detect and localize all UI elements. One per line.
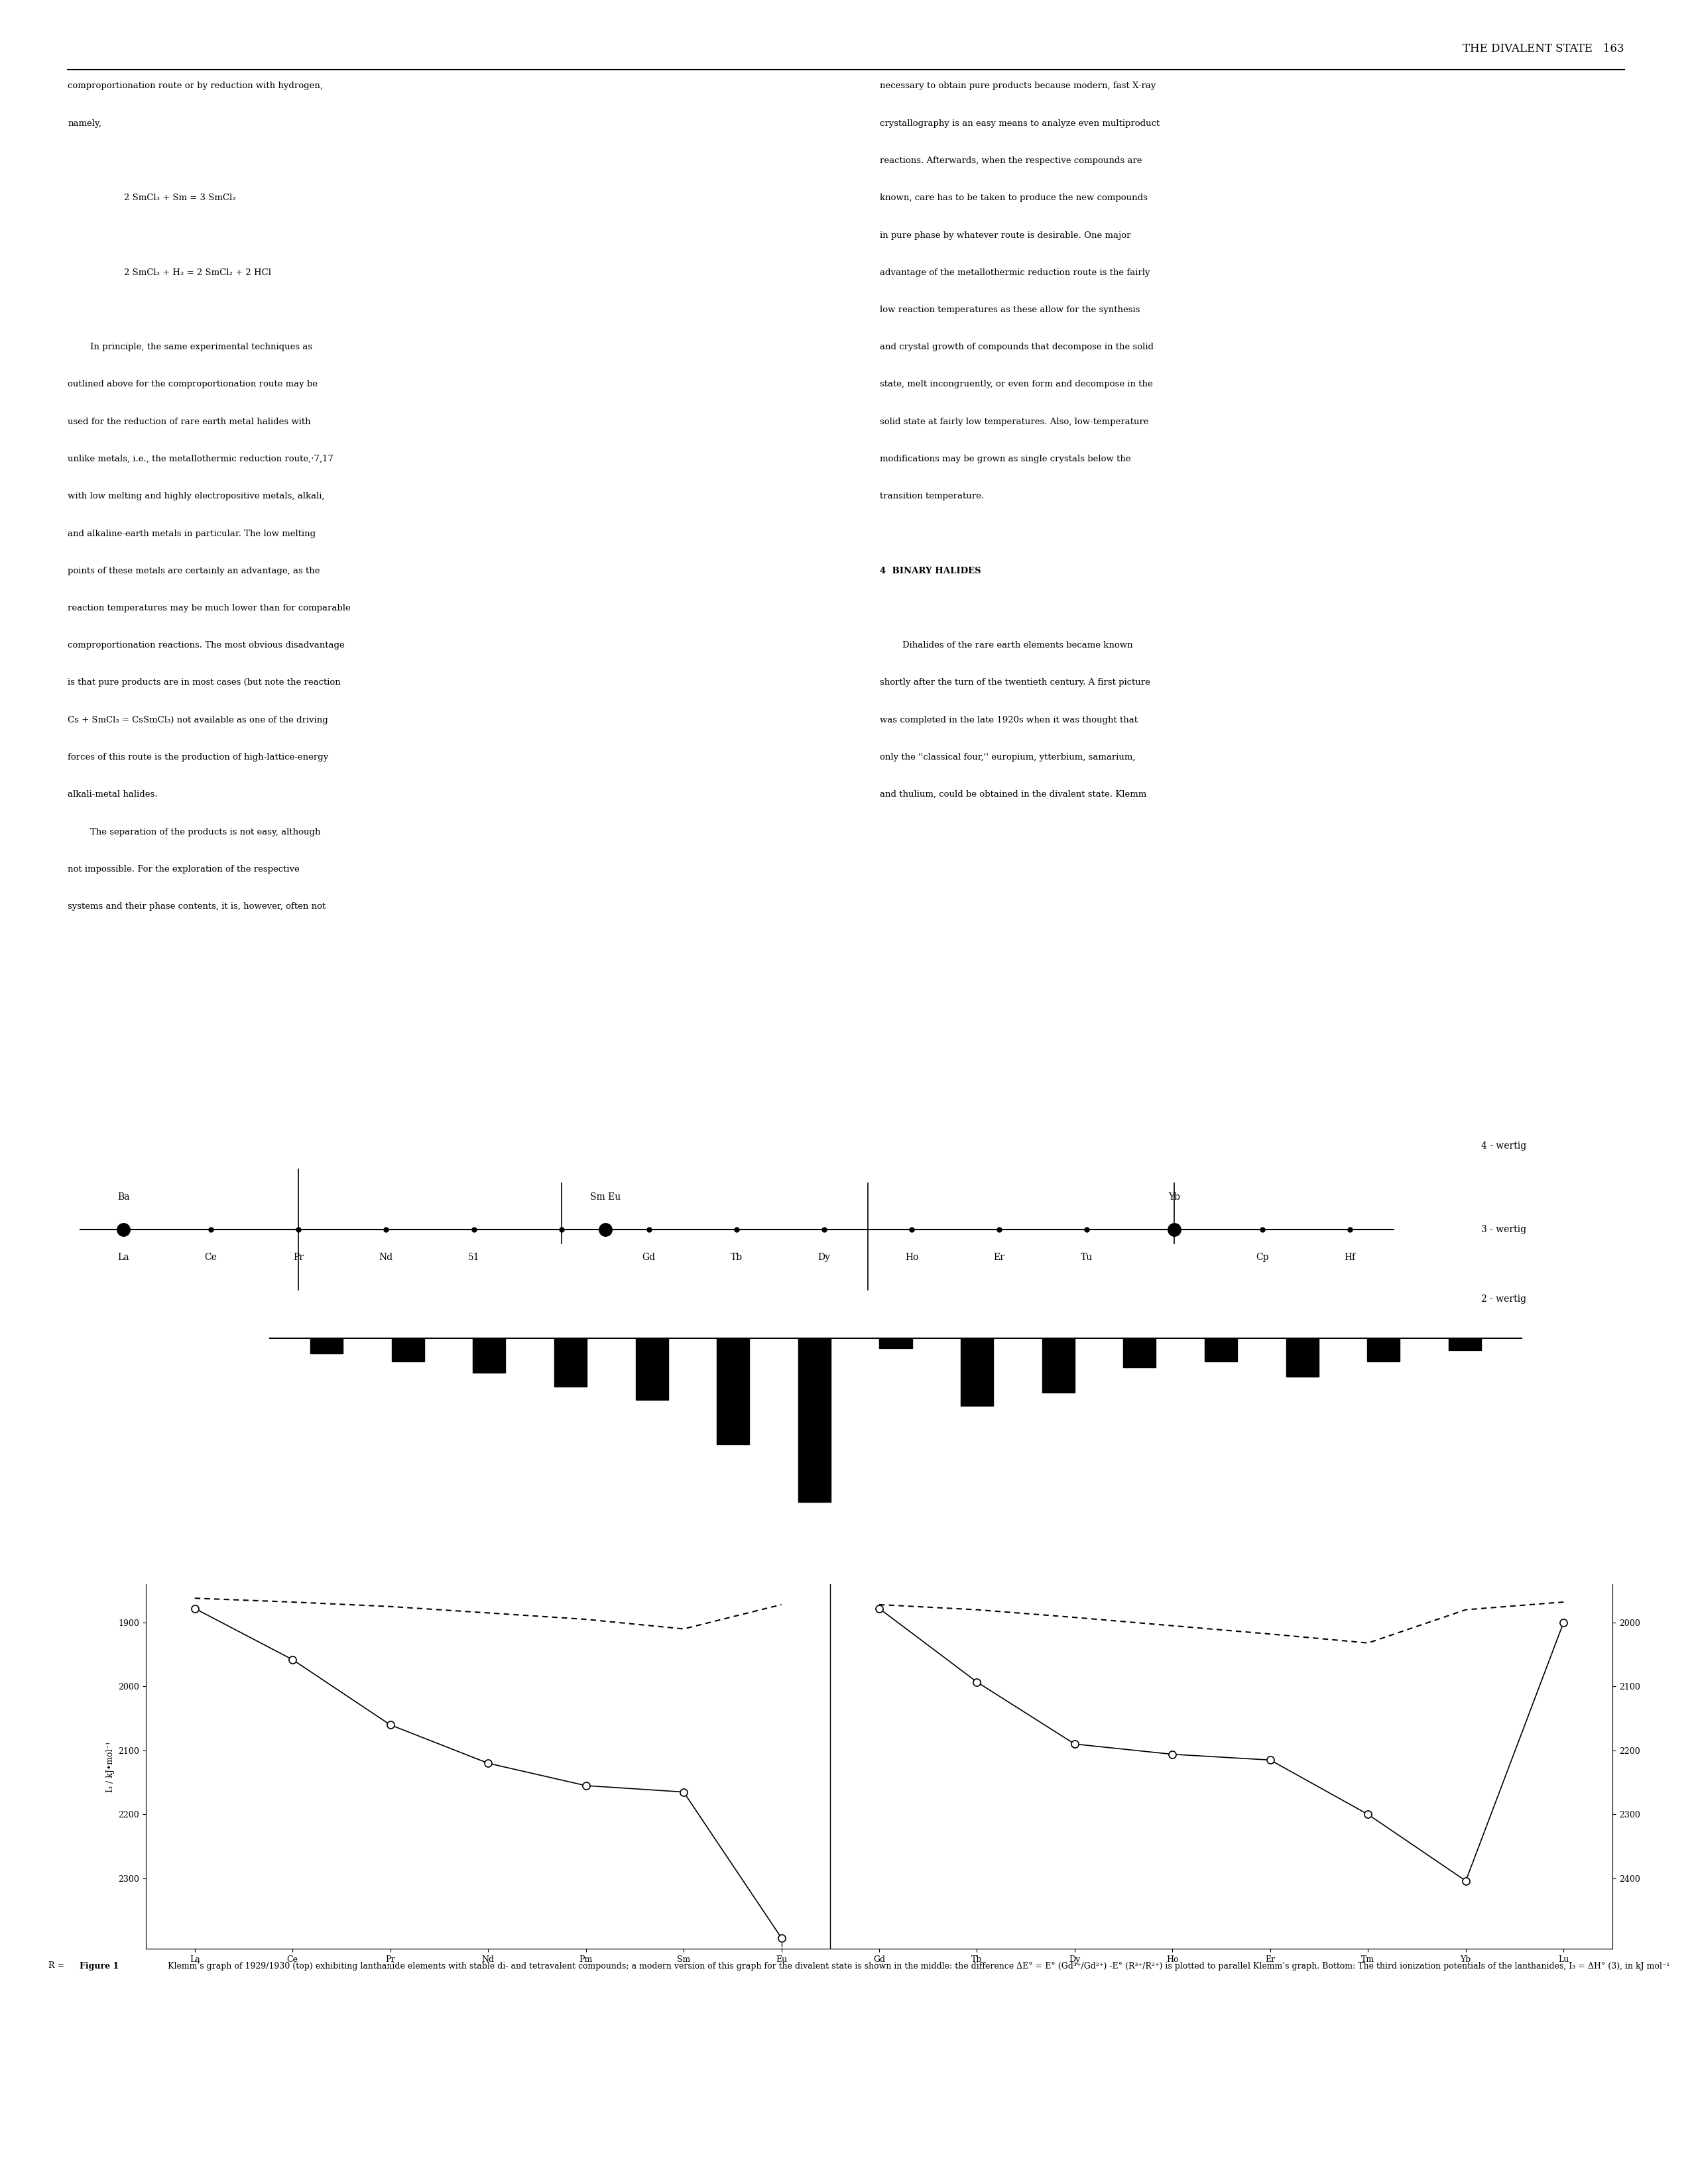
Text: Dy: Dy [817,1254,831,1262]
Text: points of these metals are certainly an advantage, as the: points of these metals are certainly an … [68,566,320,574]
Text: The separation of the products is not easy, although: The separation of the products is not ea… [68,828,320,836]
Bar [555,1339,587,1387]
Bar [880,1339,912,1348]
Text: reactions. Afterwards, when the respective compounds are: reactions. Afterwards, when the respecti… [880,157,1142,166]
Text: Dihalides of the rare earth elements became known: Dihalides of the rare earth elements bec… [880,642,1134,649]
Text: in pure phase by whatever route is desirable. One major: in pure phase by whatever route is desir… [880,232,1130,240]
Bar [474,1339,506,1374]
Bar [310,1339,343,1354]
Bar [636,1339,668,1400]
Text: Tb: Tb [731,1254,743,1262]
Text: Ho: Ho [905,1254,919,1262]
Text: Sm Eu: Sm Eu [591,1192,621,1201]
Text: outlined above for the comproportionation route may be: outlined above for the comproportionatio… [68,380,318,389]
Text: low reaction temperatures as these allow for the synthesis: low reaction temperatures as these allow… [880,306,1140,314]
Text: advantage of the metallothermic reduction route is the fairly: advantage of the metallothermic reductio… [880,269,1151,277]
Text: In principle, the same experimental techniques as: In principle, the same experimental tech… [68,343,313,352]
Bar [799,1339,831,1503]
Text: Hf: Hf [1343,1254,1355,1262]
Text: 3 - wertig: 3 - wertig [1480,1225,1526,1234]
Text: unlike metals, i.e., the metallothermic reduction route,·7,17: unlike metals, i.e., the metallothermic … [68,454,333,463]
Text: Ce: Ce [205,1254,217,1262]
Text: Figure 1: Figure 1 [80,1961,118,1970]
Text: Pr: Pr [293,1254,305,1262]
Text: Er: Er [993,1254,1005,1262]
Text: 2 SmCl₃ + H₂ = 2 SmCl₂ + 2 HCl: 2 SmCl₃ + H₂ = 2 SmCl₂ + 2 HCl [68,269,271,277]
Text: 4 - wertig: 4 - wertig [1480,1142,1526,1151]
Text: Cs + SmCl₃ = CsSmCl₃) not available as one of the driving: Cs + SmCl₃ = CsSmCl₃) not available as o… [68,716,328,725]
Text: namely,: namely, [68,120,102,127]
Text: 2 SmCl₃ + Sm = 3 SmCl₂: 2 SmCl₃ + Sm = 3 SmCl₂ [68,194,235,203]
Text: Nd: Nd [379,1254,393,1262]
Bar [1286,1339,1318,1376]
Text: and alkaline-earth metals in particular. The low melting: and alkaline-earth metals in particular.… [68,529,316,537]
Text: Yb: Yb [1169,1192,1181,1201]
Text: was completed in the late 1920s when it was thought that: was completed in the late 1920s when it … [880,716,1137,725]
Y-axis label: I₃ / kJ•mol⁻¹: I₃ / kJ•mol⁻¹ [107,1741,115,1793]
Text: comproportionation route or by reduction with hydrogen,: comproportionation route or by reduction… [68,81,323,90]
Text: alkali-metal halides.: alkali-metal halides. [68,791,157,799]
Text: systems and their phase contents, it is, however, often not: systems and their phase contents, it is,… [68,902,327,911]
Text: crystallography is an easy means to analyze even multiproduct: crystallography is an easy means to anal… [880,120,1159,127]
Bar [1367,1339,1399,1361]
Bar [391,1339,425,1361]
Bar [1205,1339,1237,1361]
Text: and thulium, could be obtained in the divalent state. Klemm: and thulium, could be obtained in the di… [880,791,1147,799]
Text: known, care has to be taken to produce the new compounds: known, care has to be taken to produce t… [880,194,1147,203]
Text: and crystal growth of compounds that decompose in the solid: and crystal growth of compounds that dec… [880,343,1154,352]
Text: transition temperature.: transition temperature. [880,491,985,500]
Text: is that pure products are in most cases (but note the reaction: is that pure products are in most cases … [68,679,340,688]
Text: not impossible. For the exploration of the respective: not impossible. For the exploration of t… [68,865,299,874]
Bar [1042,1339,1074,1391]
Text: used for the reduction of rare earth metal halides with: used for the reduction of rare earth met… [68,417,311,426]
Text: shortly after the turn of the twentieth century. A first picture: shortly after the turn of the twentieth … [880,679,1151,688]
Text: necessary to obtain pure products because modern, fast X-ray: necessary to obtain pure products becaus… [880,81,1156,90]
Text: only the ''classical four,'' europium, ytterbium, samarium,: only the ''classical four,'' europium, y… [880,753,1135,762]
Bar [1123,1339,1156,1367]
Text: 4  BINARY HALIDES: 4 BINARY HALIDES [880,566,981,574]
Text: modifications may be grown as single crystals below the: modifications may be grown as single cry… [880,454,1130,463]
Bar [961,1339,993,1406]
Bar [1448,1339,1480,1350]
Text: Klemm’s graph of 1929/1930 (top) exhibiting lanthanide elements with stable di- : Klemm’s graph of 1929/1930 (top) exhibit… [162,1961,1670,1970]
Text: state, melt incongruently, or even form and decompose in the: state, melt incongruently, or even form … [880,380,1152,389]
Text: forces of this route is the production of high-lattice-energy: forces of this route is the production o… [68,753,328,762]
Text: Tu: Tu [1081,1254,1093,1262]
Bar [717,1339,750,1444]
Text: comproportionation reactions. The most obvious disadvantage: comproportionation reactions. The most o… [68,642,345,649]
Text: Gd: Gd [643,1254,655,1262]
Text: 51: 51 [469,1254,479,1262]
Text: R =: R = [47,1961,64,1970]
Text: solid state at fairly low temperatures. Also, low-temperature: solid state at fairly low temperatures. … [880,417,1149,426]
Text: 2 - wertig: 2 - wertig [1480,1295,1526,1304]
Text: Ba: Ba [117,1192,130,1201]
Text: with low melting and highly electropositive metals, alkali,: with low melting and highly electroposit… [68,491,325,500]
Text: La: La [117,1254,129,1262]
Text: Cp: Cp [1255,1254,1269,1262]
Text: reaction temperatures may be much lower than for comparable: reaction temperatures may be much lower … [68,603,350,612]
Text: THE DIVALENT STATE   163: THE DIVALENT STATE 163 [1464,44,1624,55]
